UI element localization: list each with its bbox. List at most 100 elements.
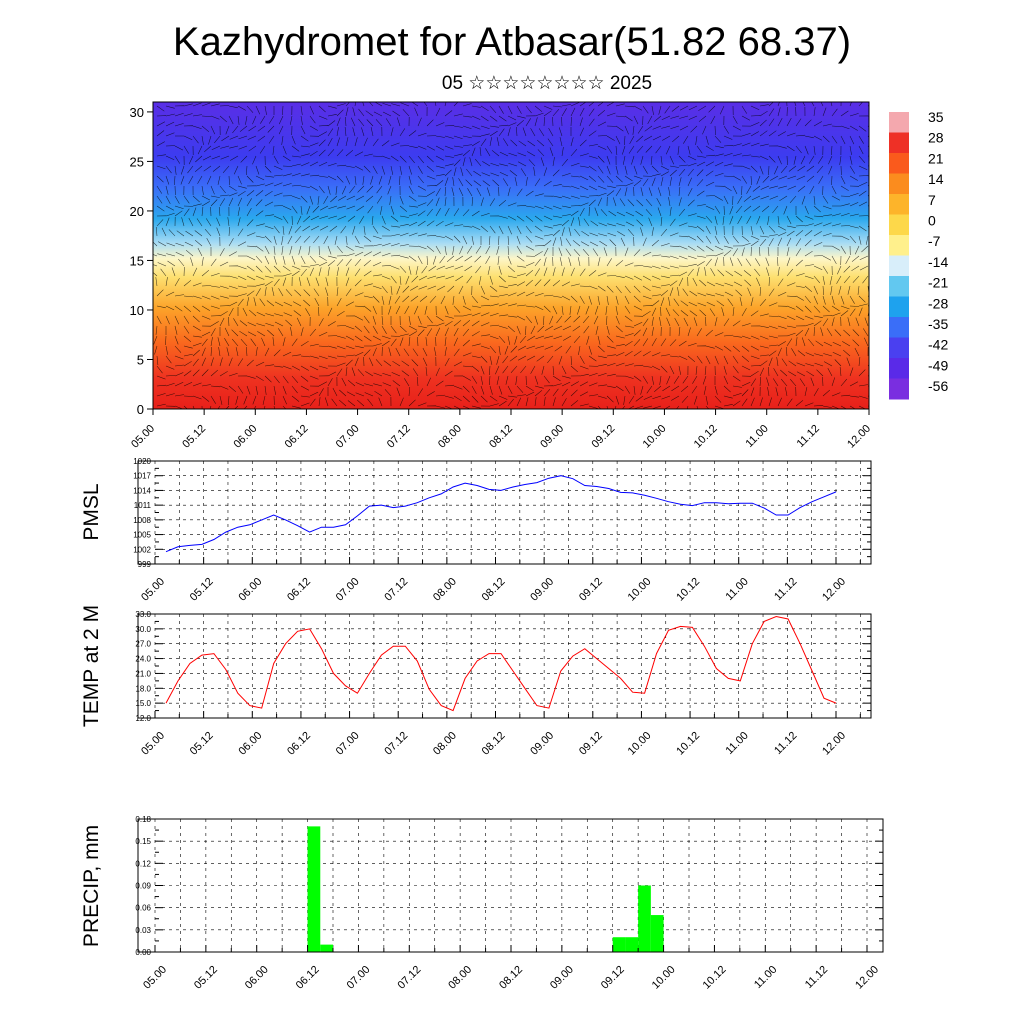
- y-tick-label: 1020: [133, 457, 151, 466]
- y-tick-label: 1005: [133, 531, 151, 540]
- colorbar-label: -49: [928, 357, 948, 373]
- pmsl-series-line: [165, 475, 837, 553]
- colorbar-swatch: [889, 296, 909, 318]
- y-tick-label: 27.0: [135, 640, 151, 649]
- heatmap-y-tick-label: 30: [130, 105, 144, 120]
- y-tick-label: 999: [138, 560, 152, 569]
- colorbar-label: 7: [928, 192, 936, 208]
- x-tick-label: 06.00: [243, 964, 271, 992]
- y-tick-label: 12.0: [135, 714, 151, 723]
- colorbar-label: -21: [928, 275, 948, 291]
- colorbar-label: 35: [928, 109, 944, 125]
- x-tick-label: 05.12: [188, 730, 216, 758]
- heatmap-y-tick-label: 0: [137, 402, 144, 417]
- temperature-heatmap-field: [153, 102, 869, 409]
- chart-subtitle: 05 ☆☆☆☆☆☆☆☆ 2025: [441, 73, 653, 94]
- heatmap-x-tick-label: 05.12: [180, 423, 208, 451]
- y-tick-label: 1008: [133, 516, 151, 525]
- heatmap-y-tick-label: 5: [137, 352, 144, 367]
- y-tick-label: 0.12: [135, 859, 151, 868]
- precip-bar: [307, 826, 321, 952]
- x-tick-label: 11.00: [723, 576, 750, 603]
- x-tick-label: 10.12: [674, 576, 702, 604]
- heatmap-x-tick-label: 08.00: [436, 423, 464, 451]
- pmsl-frame: [137, 460, 872, 565]
- heatmap-x-tick-label: 12.00: [845, 423, 873, 451]
- colorbar-swatch: [889, 214, 909, 236]
- x-tick-label: 07.00: [334, 576, 362, 604]
- x-tick-label: 08.00: [431, 576, 459, 604]
- colorbar-label: 21: [928, 150, 944, 166]
- y-tick-label: 0.06: [135, 904, 151, 913]
- x-tick-label: 07.00: [334, 730, 362, 758]
- colorbar-legend: 35 28 21 14 7 0 -7 -14 -21 -28 -35 -42 -49 -56: [889, 109, 948, 400]
- pmsl-axis-label: PMSL: [80, 483, 103, 540]
- precip-bars: [307, 826, 664, 952]
- heatmap-x-tick-label: 07.00: [334, 423, 362, 451]
- x-tick-label: 09.12: [577, 576, 605, 604]
- heatmap-x-axis: 05.00 05.12 06.00 06.12 07.00 07.12 08.00 08.12…: [129, 409, 873, 451]
- colorbar-swatch: [889, 153, 909, 174]
- y-tick-label: 0.09: [135, 882, 151, 891]
- precip-bar: [638, 885, 651, 952]
- y-tick-label: 21.0: [135, 669, 151, 678]
- x-tick-label: 05.12: [192, 964, 220, 992]
- temp-grid: [154, 613, 871, 719]
- y-tick-label: 15.0: [135, 699, 151, 708]
- y-tick-label: 0.18: [135, 815, 151, 824]
- colorbar-swatch: [889, 112, 909, 133]
- temp-panel: 12.0 15.0 18.0 21.0 24.0 27.0 30.0 33.0 05.00 05…: [80, 605, 872, 758]
- heatmap-x-tick-label: 06.12: [283, 423, 311, 451]
- x-tick-label: 12.00: [820, 576, 848, 604]
- x-tick-label: 08.12: [480, 576, 508, 604]
- precip-y-axis: 0.00 0.03 0.06 0.09 0.12 0.15 0.18: [135, 815, 883, 957]
- precip-bar: [320, 944, 333, 952]
- y-tick-label: 30.0: [135, 625, 151, 634]
- colorbar-label: 28: [928, 130, 944, 146]
- colorbar-swatch: [889, 132, 909, 154]
- colorbar-label: 14: [928, 171, 944, 187]
- x-tick-label: 09.00: [548, 964, 576, 992]
- y-tick-label: 0.03: [135, 926, 151, 935]
- temp-series-line: [165, 615, 837, 712]
- temp-axis-label: TEMP at 2 M: [80, 605, 103, 727]
- y-tick-label: 1014: [133, 486, 151, 495]
- x-tick-label: 09.12: [577, 730, 605, 758]
- pmsl-grid: [154, 460, 871, 565]
- wind-vectors: [153, 102, 869, 409]
- x-tick-label: 09.00: [528, 576, 556, 604]
- heatmap-x-tick-label: 11.12: [795, 423, 822, 450]
- colorbar-swatch: [889, 194, 909, 215]
- precip-axis-label: PRECIP, mm: [80, 825, 103, 947]
- heatmap-y-tick-label: 25: [130, 154, 144, 169]
- colorbar-label: -14: [928, 254, 948, 270]
- x-tick-label: 06.00: [236, 730, 264, 758]
- temp-frame: [137, 613, 872, 719]
- x-tick-label: 10.00: [626, 576, 654, 604]
- x-tick-label: 10.12: [674, 730, 702, 758]
- x-tick-label: 10.00: [650, 964, 678, 992]
- pmsl-panel: 999 1002 1005 1008 1011 1014 1017 1020 05.00 05.…: [80, 457, 872, 604]
- colorbar-label: -56: [928, 378, 948, 394]
- x-tick-label: 09.00: [528, 730, 556, 758]
- x-tick-label: 09.12: [599, 964, 627, 992]
- y-tick-label: 1002: [133, 545, 151, 554]
- precip-bar: [650, 915, 664, 952]
- colorbar-label: -28: [928, 295, 948, 311]
- colorbar-label: -7: [928, 233, 941, 249]
- x-tick-label: 06.12: [285, 730, 313, 758]
- colorbar-swatch: [889, 276, 909, 297]
- x-tick-label: 05.00: [139, 576, 167, 604]
- y-tick-label: 0.15: [135, 837, 151, 846]
- x-tick-label: 10.00: [626, 730, 654, 758]
- heatmap-y-axis: 0 5 10 15 20 25 30: [130, 105, 153, 417]
- x-tick-label: 08.00: [446, 964, 474, 992]
- x-tick-label: 07.00: [345, 964, 373, 992]
- x-tick-label: 05.00: [139, 730, 167, 758]
- x-tick-label: 07.12: [382, 730, 410, 758]
- temperature-heatmap-panel: 0 5 10 15 20 25 30 05.00 05.12 06.00 06.12 07.00 07…: [129, 101, 873, 451]
- colorbar-swatch: [889, 173, 909, 195]
- heatmap-x-tick-label: 07.12: [385, 423, 413, 451]
- y-tick-label: 0.00: [135, 948, 151, 957]
- colorbar-swatch: [889, 358, 909, 379]
